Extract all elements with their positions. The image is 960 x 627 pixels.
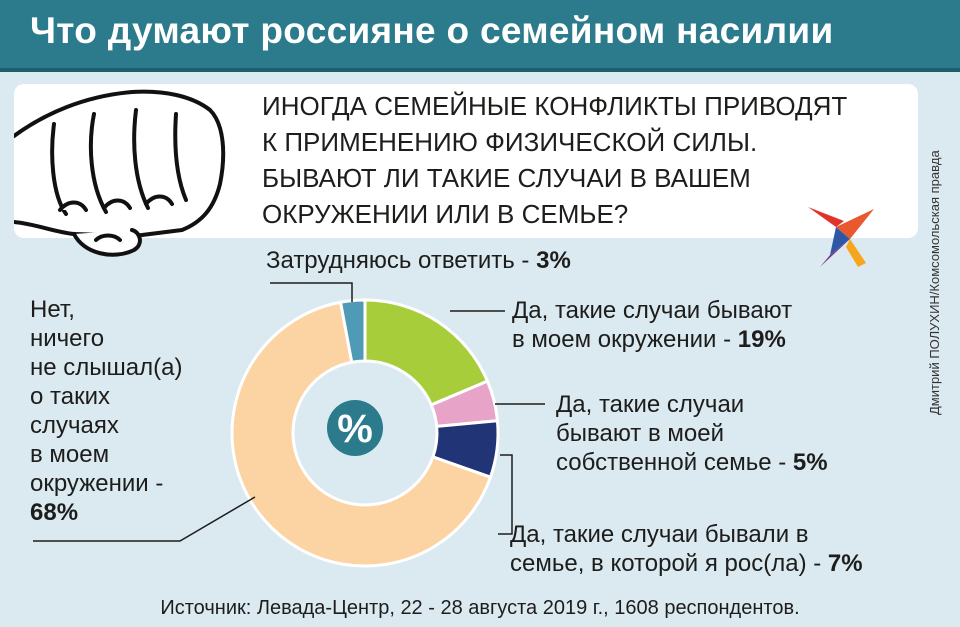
slice-difficult	[338, 298, 367, 364]
label-env: Да, такие случаи бывают в моем окружении…	[512, 297, 793, 353]
label-own-pct: 5%	[792, 449, 828, 476]
leader-line-grew	[498, 454, 513, 535]
leader-line-no	[33, 496, 256, 542]
fist-icon	[14, 89, 226, 257]
slice-no	[230, 300, 493, 568]
header-banner: Что думают россияне о семейном насилии	[0, 0, 960, 72]
label-no-pct: 68%	[30, 499, 79, 526]
label-own: Да, такие случаи бывают в моей собственн…	[556, 391, 828, 476]
label-difficult-pct: 3%	[536, 247, 571, 274]
page-title: Что думают россияне о семейном насилии	[30, 10, 834, 51]
question-line: к применению физической силы.	[262, 127, 758, 157]
question-line: Бывают ли такие случаи в вашем	[262, 163, 751, 193]
label-env-pct: 19%	[737, 326, 786, 353]
question-line: окружении или в семье?	[262, 199, 629, 229]
question-line: Иногда семейные конфликты приводят	[262, 91, 848, 121]
source-note: Источник: Левада-Центр, 22 - 28 августа …	[160, 597, 800, 619]
slice-env	[363, 298, 490, 407]
label-grew: Да, такие случаи бывали в семье, в котор…	[510, 521, 863, 577]
label-difficult: Затрудняюсь ответить - 3%	[266, 247, 571, 274]
survey-question: Иногда семейные конфликты приводят к при…	[262, 88, 902, 232]
label-no: Нет, ничего не слышал(а) о таких случаях…	[30, 296, 183, 526]
percent-symbol: %	[337, 407, 373, 451]
bird-logo-icon	[808, 207, 874, 267]
percent-badge	[327, 400, 383, 456]
leader-line-difficult	[270, 282, 353, 302]
label-grew-pct: 7%	[827, 550, 863, 577]
